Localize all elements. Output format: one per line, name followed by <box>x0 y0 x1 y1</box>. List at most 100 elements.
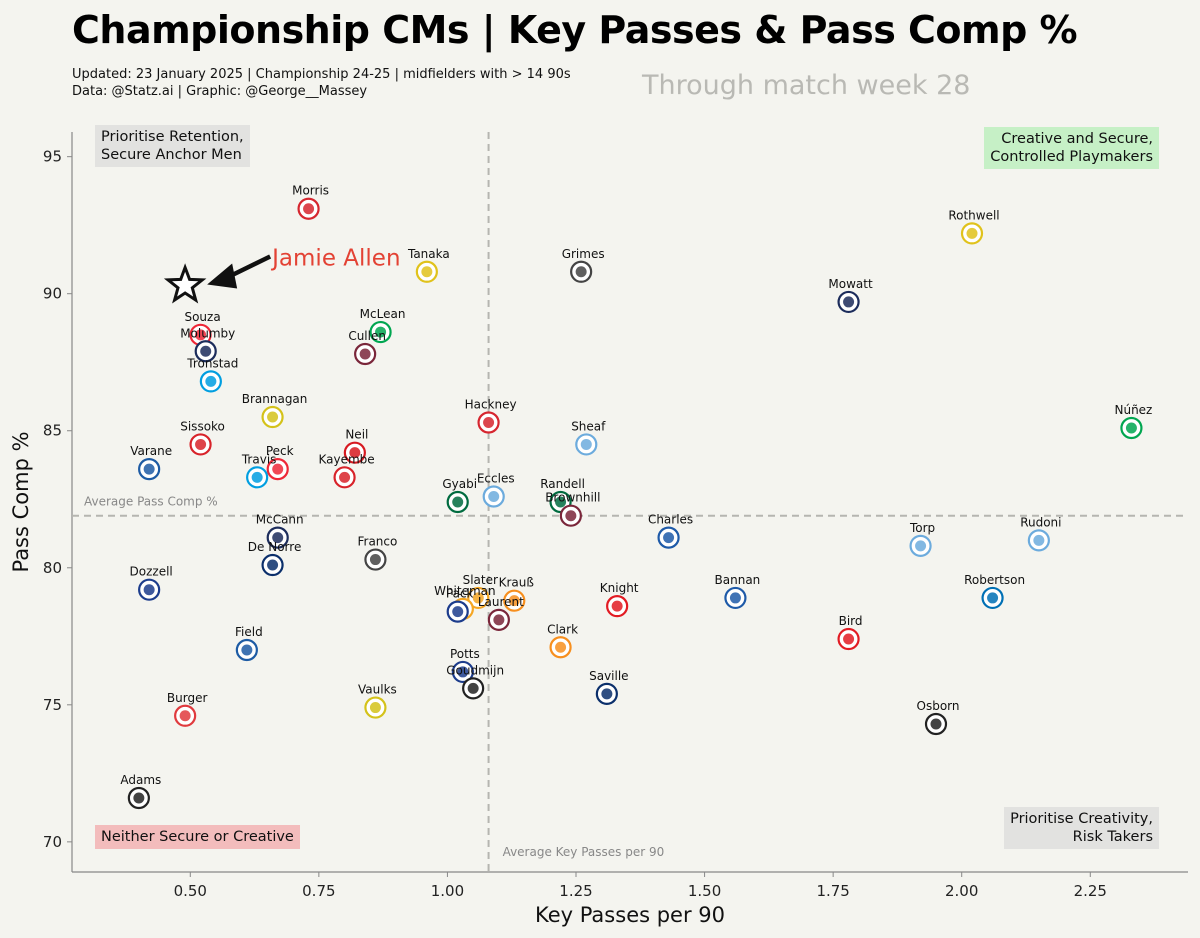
point-label: Whiteman <box>434 584 496 598</box>
point-hackney: Hackney <box>465 398 517 434</box>
y-tick-label: 90 <box>43 285 62 303</box>
quadrant-bottom-left-line1: Neither Secure or Creative <box>101 829 294 845</box>
point-morris: Morris <box>292 184 329 220</box>
reference-lines: Average Key Passes per 90 Average Pass Co… <box>72 132 1188 872</box>
highlight-annotation: Jamie Allen <box>163 245 401 304</box>
club-crest-inner <box>565 510 577 522</box>
club-crest-inner <box>349 447 361 459</box>
point-saville: Saville <box>589 669 629 705</box>
point-label: Peck <box>266 444 294 458</box>
x-tick-label: 1.25 <box>559 882 592 900</box>
point-bird: Bird <box>837 614 863 651</box>
point-label: Osborn <box>917 699 960 713</box>
point-label: Sheaf <box>571 419 606 433</box>
club-crest-inner <box>987 592 999 604</box>
club-crest-inner <box>467 682 479 694</box>
point-adams: Adams <box>120 773 161 810</box>
point-label: Dozzell <box>130 565 173 579</box>
x-tick-label: 0.75 <box>302 882 335 900</box>
point-label: Hackney <box>465 398 517 412</box>
point-label: Neil <box>345 428 368 442</box>
point-molumby: Molumby <box>180 326 235 363</box>
point-label: Rudoni <box>1020 515 1061 529</box>
club-crest-inner <box>915 540 927 552</box>
club-crest-inner <box>195 329 207 341</box>
point-mclean: McLean <box>360 307 405 344</box>
club-crest-inner <box>452 496 464 508</box>
point-mccann: McCann <box>256 513 304 549</box>
point-rothwell: Rothwell <box>948 208 1000 245</box>
quadrant-bottom-right-line1: Prioritise Creativity, <box>1010 811 1153 827</box>
club-crest-inner <box>488 491 500 503</box>
point-label: Varane <box>130 444 172 458</box>
club-crest-inner <box>930 718 942 730</box>
x-tick-label: 1.50 <box>688 882 721 900</box>
club-crest-inner <box>472 592 484 604</box>
point-brownhill: Brownhill <box>545 491 600 527</box>
highlight-player-label: Jamie Allen <box>270 245 400 271</box>
quadrant-top-right-label: Creative and Secure, Controlled Playmake… <box>984 127 1159 169</box>
club-crest-inner <box>267 411 279 423</box>
point-field: Field <box>235 625 263 662</box>
point-goudmijn: Goudmijn <box>446 663 504 700</box>
point-tronstad: Tronstad <box>186 356 238 393</box>
point-label: Krauß <box>499 576 535 590</box>
club-crest-inner <box>143 584 155 596</box>
point-slater: Slater <box>463 573 498 610</box>
point-mowatt: Mowatt <box>828 277 873 314</box>
club-crest-inner <box>272 463 284 475</box>
club-crest-inner <box>241 644 253 656</box>
quadrant-bottom-right-label: Prioritise Creativity, Risk Takers <box>1004 807 1159 849</box>
point-label: Pack <box>446 587 474 601</box>
club-crest-inner <box>267 559 279 571</box>
point-label: Gyabi <box>442 477 477 491</box>
point-potts: Potts <box>450 647 480 684</box>
point-label: Cullen <box>348 329 386 343</box>
club-crest-inner <box>369 554 381 566</box>
axes-group: 0.50 0.75 1.00 1.25 1.50 1.75 2.00 2.25 70 75 80 85… <box>9 132 1188 927</box>
point-label: Bannan <box>715 573 761 587</box>
point-label: Field <box>235 625 263 639</box>
x-tick-label: 2.25 <box>1074 882 1107 900</box>
quadrant-top-left-label: Prioritise Retention, Secure Anchor Men <box>95 125 250 167</box>
point-osborn: Osborn <box>917 699 960 736</box>
point-pack: Pack <box>446 587 474 623</box>
point-label: Charles <box>648 513 693 527</box>
quadrant-top-right-line1: Creative and Secure, <box>1001 131 1153 147</box>
x-tick-label: 1.00 <box>431 882 464 900</box>
club-crest-inner <box>457 666 469 678</box>
y-tick-label: 70 <box>43 833 62 851</box>
quadrant-top-right-line2: Controlled Playmakers <box>990 149 1153 165</box>
club-crest-inner <box>143 463 155 475</box>
avg-key-passes-label: Average Key Passes per 90 <box>503 845 665 859</box>
point-label: Travis <box>241 452 277 466</box>
point-grimes: Grimes <box>562 247 605 283</box>
point-charles: Charles <box>648 513 693 549</box>
x-tick-label: 1.75 <box>816 882 849 900</box>
club-crest-inner <box>1033 534 1045 546</box>
club-crest-inner <box>580 438 592 450</box>
club-crest-inner <box>200 345 212 357</box>
quadrant-top-left-line1: Prioritise Retention, <box>101 129 244 145</box>
club-crest-inner <box>205 375 217 387</box>
point-label: Vaulks <box>358 683 397 697</box>
point-krau-: Krauß <box>499 576 535 612</box>
point-label: Tanaka <box>407 247 450 261</box>
highlight-arrow-head-icon <box>207 263 238 289</box>
point-marks: Morris Rothwell Tanaka Grimes Mowatt McLean So… <box>120 184 1152 810</box>
club-crest-inner <box>251 471 263 483</box>
club-crest-inner <box>663 532 675 544</box>
x-tick-label: 0.50 <box>174 882 207 900</box>
club-crest-inner <box>339 471 351 483</box>
quadrant-top-left-line2: Secure Anchor Men <box>101 147 242 163</box>
x-axis-title: Key Passes per 90 <box>535 903 725 927</box>
point-label: Randell <box>540 477 585 491</box>
quadrant-bottom-right-line2: Risk Takers <box>1072 829 1153 845</box>
point-de-norre: De Norre <box>248 540 301 577</box>
club-crest-inner <box>1125 422 1137 434</box>
point-label: Franco <box>357 535 397 549</box>
point-n-ez: Núñez <box>1114 403 1152 440</box>
point-label: Grimes <box>562 247 605 261</box>
club-crest-inner <box>421 266 433 278</box>
point-dozzell: Dozzell <box>130 565 173 601</box>
